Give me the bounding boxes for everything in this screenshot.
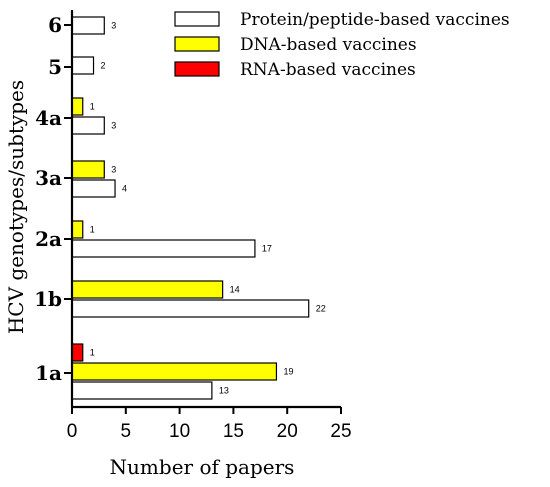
data-label-1a-dna-based-vaccines: 19: [283, 367, 293, 377]
legend-label-rna-based-vaccines: RNA-based vaccines: [240, 60, 416, 80]
data-label-3a-protein-peptide-based-vaccines: 4: [122, 184, 127, 194]
y-tick-label-4a: 4a: [35, 106, 62, 130]
data-label-2a-dna-based-vaccines: 1: [90, 225, 95, 235]
x-axis-label: Number of papers: [110, 455, 295, 479]
data-label-3a-dna-based-vaccines: 3: [111, 165, 116, 175]
bar-1a-dna-based-vaccines: [71, 362, 278, 381]
bar-2a-protein-peptide-based-vaccines: [71, 239, 256, 258]
data-label-2a-protein-peptide-based-vaccines: 17: [262, 244, 272, 254]
bar-3a-protein-peptide-based-vaccines: [71, 179, 116, 198]
x-tick-label-20: 20: [277, 421, 298, 442]
bar-4a-dna-based-vaccines: [71, 97, 84, 116]
data-label-1a-protein-peptide-based-vaccines: 13: [219, 386, 229, 396]
bar-2a-dna-based-vaccines: [71, 220, 84, 239]
x-tick-label-0: 0: [67, 421, 78, 442]
y-tick-label-1a: 1a: [35, 361, 62, 385]
x-tick-label-5: 5: [121, 421, 132, 442]
bars: [71, 16, 310, 400]
data-label-1a-rna-based-vaccines: 1: [90, 348, 95, 358]
data-label-6-protein-peptide-based-vaccines: 3: [111, 21, 116, 31]
x-tick-label-10: 10: [169, 421, 190, 442]
bar-3a-dna-based-vaccines: [71, 160, 105, 179]
data-label-4a-dna-based-vaccines: 1: [90, 102, 95, 112]
bar-5-protein-peptide-based-vaccines: [71, 56, 95, 75]
y-tick-label-2a: 2a: [35, 227, 62, 251]
bar-1a-rna-based-vaccines: [71, 343, 84, 362]
legend-label-protein-peptide-based-vaccines: Protein/peptide-based vaccines: [240, 10, 510, 30]
data-label-1b-dna-based-vaccines: 14: [230, 285, 240, 295]
bar-1b-protein-peptide-based-vaccines: [71, 299, 310, 318]
y-tick-label-6: 6: [48, 13, 62, 37]
y-tick-label-1b: 1b: [34, 287, 62, 311]
bar-6-protein-peptide-based-vaccines: [71, 16, 105, 35]
bar-4a-protein-peptide-based-vaccines: [71, 116, 105, 135]
bar-1b-dna-based-vaccines: [71, 280, 224, 299]
data-label-5-protein-peptide-based-vaccines: 2: [101, 61, 106, 71]
x-tick-label-25: 25: [330, 421, 351, 442]
x-tick-label-15: 15: [223, 421, 244, 442]
legend-swatch-dna-based-vaccines: [174, 36, 220, 52]
legend-swatch-protein-peptide-based-vaccines: [174, 11, 220, 27]
bar-1a-protein-peptide-based-vaccines: [71, 381, 213, 400]
legend-label-dna-based-vaccines: DNA-based vaccines: [240, 35, 417, 55]
y-tick-label-5: 5: [48, 55, 62, 79]
legend: Protein/peptide-based vaccines DNA-based …: [174, 10, 510, 80]
y-tick-label-3a: 3a: [35, 166, 62, 190]
data-label-1b-protein-peptide-based-vaccines: 22: [316, 304, 326, 314]
data-label-4a-protein-peptide-based-vaccines: 3: [111, 121, 116, 131]
axes: 0 5 10 15 20 25 6 5 4a 3a 2a 1b 1a: [34, 10, 352, 442]
legend-swatch-rna-based-vaccines: [174, 61, 220, 77]
y-axis-label: HCV genotypes/subtypes: [4, 80, 28, 334]
